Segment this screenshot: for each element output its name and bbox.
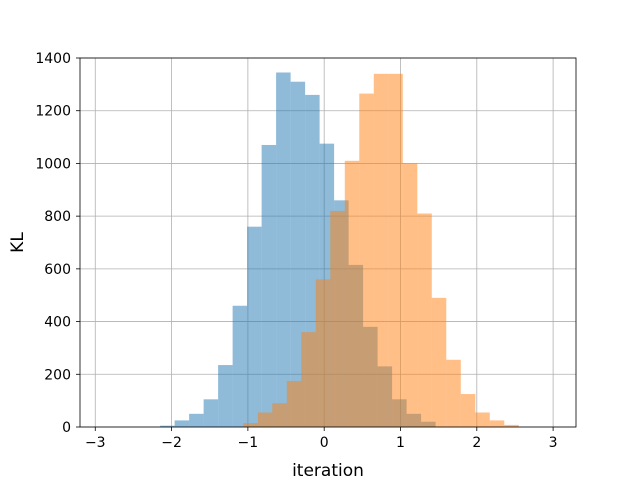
y-axis-ticks: 0 200 400 600 800 1000 1200 1400 <box>35 51 80 436</box>
y-tick-label: 800 <box>44 209 71 225</box>
x-tick-label: −1 <box>238 435 259 451</box>
y-tick-label: 400 <box>44 315 71 331</box>
x-tick-label: 1 <box>396 435 405 451</box>
histogram-bar <box>174 420 190 427</box>
x-axis-ticks: −3 −2 −1 0 1 2 3 <box>85 427 558 451</box>
y-tick-label: 0 <box>62 420 71 436</box>
y-tick-label: 1400 <box>35 51 71 67</box>
histogram-bar <box>344 160 360 428</box>
y-axis-label: KL <box>8 232 28 253</box>
histogram-bar <box>315 279 331 427</box>
x-tick-label: 0 <box>320 435 329 451</box>
y-tick-label: 600 <box>44 262 71 278</box>
x-tick-label: 2 <box>472 435 481 451</box>
y-tick-label: 200 <box>44 367 71 383</box>
x-axis-label: iteration <box>292 461 364 480</box>
histogram-bar <box>359 93 374 427</box>
histogram-bar <box>218 365 233 427</box>
histogram-bar <box>261 144 277 427</box>
histogram-bar <box>286 380 302 427</box>
histogram-bar <box>189 413 204 427</box>
histogram-bar <box>460 394 476 427</box>
histogram-bar <box>276 72 291 427</box>
histogram-bar <box>160 425 175 427</box>
y-tick-label: 1000 <box>35 156 71 172</box>
histogram-bar <box>232 305 248 427</box>
histogram-bar <box>330 210 345 427</box>
histogram-bar <box>475 412 490 427</box>
histogram-bars <box>160 72 519 428</box>
histogram-bar <box>247 226 262 427</box>
y-tick-label: 1200 <box>35 104 71 120</box>
x-tick-label: −2 <box>161 435 182 451</box>
histogram-bar <box>243 423 258 427</box>
histogram-bar <box>504 424 519 427</box>
x-tick-label: −3 <box>85 435 106 451</box>
histogram-bar <box>373 73 389 428</box>
plot-frame <box>79 57 577 428</box>
histogram-bar <box>301 332 316 427</box>
histogram-bar <box>388 73 403 428</box>
x-tick-label: 3 <box>549 435 558 451</box>
histogram-series-2 <box>243 73 519 428</box>
histogram-bar <box>417 213 432 427</box>
histogram-bar <box>272 403 287 427</box>
histogram-bar <box>257 412 273 427</box>
histogram-bar <box>203 399 219 427</box>
histogram-bar <box>446 359 461 427</box>
histogram-bar <box>402 163 418 427</box>
histogram-bar <box>489 420 505 427</box>
histogram-bar <box>431 297 447 427</box>
